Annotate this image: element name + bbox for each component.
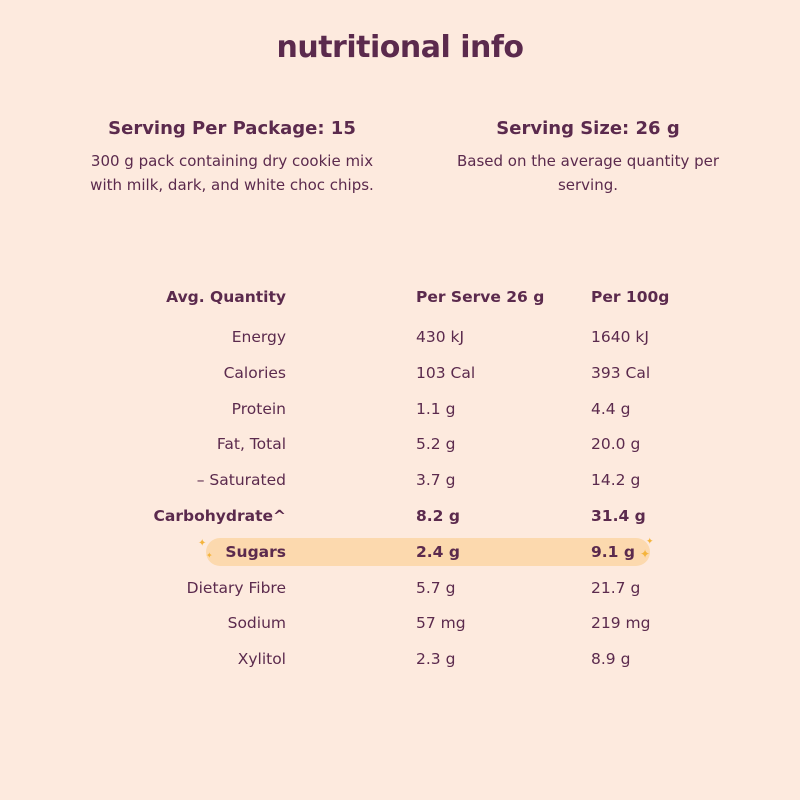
row-per-100g: 8.9 g bbox=[591, 650, 631, 669]
sparkle-icon: ✦ bbox=[206, 551, 213, 560]
row-per-serve: 2.3 g bbox=[416, 650, 456, 669]
page-title: nutritional info bbox=[276, 30, 525, 65]
row-per-100g: 4.4 g bbox=[591, 399, 631, 418]
serving-size-description: Based on the average quantity per servin… bbox=[456, 152, 720, 194]
row-label: Calories bbox=[223, 363, 286, 382]
row-per-100g: 21.7 g bbox=[591, 578, 641, 597]
table-row: Calories 103 Cal 393 Cal bbox=[0, 356, 800, 392]
row-per-serve: 1.1 g bbox=[416, 399, 456, 418]
row-per-serve: 103 Cal bbox=[416, 363, 476, 382]
header-per-serve: Per Serve 26 g bbox=[416, 288, 545, 306]
table-row: Dietary Fibre 5.7 g 21.7 g bbox=[0, 571, 800, 607]
row-per-100g: 393 Cal bbox=[591, 363, 651, 382]
serving-per-package-description: 300 g pack containing dry cookie mix wit… bbox=[90, 152, 374, 194]
row-per-100g: 1640 kJ bbox=[591, 328, 649, 346]
row-per-serve: 3.7 g bbox=[416, 471, 456, 490]
row-per-serve: 2.4 g bbox=[416, 542, 460, 561]
table-row: Energy 430 kJ 1640 kJ bbox=[0, 320, 800, 356]
sparkle-icon: ✦ bbox=[640, 547, 651, 561]
sparkle-icon: ✦ bbox=[198, 538, 207, 549]
row-label: Fat, Total bbox=[216, 435, 286, 454]
row-per-100g: 31.4 g bbox=[591, 506, 646, 525]
serving-per-package-heading: Serving Per Package: 15 bbox=[108, 118, 356, 139]
table-row: Protein 1.1 g 4.4 g bbox=[0, 392, 800, 428]
sugars-highlight bbox=[206, 538, 650, 566]
row-per-100g: 9.1 g bbox=[591, 542, 635, 561]
row-label: Protein bbox=[231, 399, 286, 418]
header-avg-quantity: Avg. Quantity bbox=[166, 288, 286, 306]
serving-per-package-section: Serving Per Package: 15 300 g pack conta… bbox=[82, 118, 382, 197]
row-per-serve: 8.2 g bbox=[416, 506, 460, 525]
row-per-serve: 430 kJ bbox=[416, 328, 465, 346]
table-header-row: Avg. Quantity Per Serve 26 g Per 100g bbox=[0, 280, 800, 320]
sparkle-icon: ✦ bbox=[646, 537, 654, 547]
row-label: – Saturated bbox=[196, 471, 286, 490]
table-row-sugars: Sugars 2.4 g 9.1 g bbox=[0, 535, 800, 571]
row-label: Xylitol bbox=[237, 650, 286, 669]
row-label: Sugars bbox=[225, 542, 286, 561]
table-row: Fat, Total 5.2 g 20.0 g bbox=[0, 427, 800, 463]
row-per-serve: 5.2 g bbox=[416, 435, 456, 454]
table-row: – Saturated 3.7 g 14.2 g bbox=[0, 463, 800, 499]
table-row: Sodium 57 mg 219 mg bbox=[0, 606, 800, 642]
serving-size-heading: Serving Size: 26 g bbox=[496, 118, 680, 139]
row-label: Sodium bbox=[227, 614, 286, 633]
nutrition-table: Avg. Quantity Per Serve 26 g Per 100g En… bbox=[0, 280, 800, 678]
row-label: Energy bbox=[231, 328, 286, 346]
row-per-100g: 20.0 g bbox=[591, 435, 641, 454]
header-per-100g: Per 100g bbox=[591, 288, 670, 306]
row-label: Dietary Fibre bbox=[186, 578, 286, 597]
row-per-100g: 14.2 g bbox=[591, 471, 641, 490]
row-per-serve: 57 mg bbox=[416, 614, 466, 633]
table-row: Xylitol 2.3 g 8.9 g bbox=[0, 642, 800, 678]
table-row-carbohydrate: Carbohydrate^ 8.2 g 31.4 g bbox=[0, 499, 800, 535]
row-per-serve: 5.7 g bbox=[416, 578, 456, 597]
row-label: Carbohydrate^ bbox=[153, 506, 286, 525]
row-per-100g: 219 mg bbox=[591, 614, 651, 633]
serving-size-section: Serving Size: 26 g Based on the average … bbox=[438, 118, 738, 197]
